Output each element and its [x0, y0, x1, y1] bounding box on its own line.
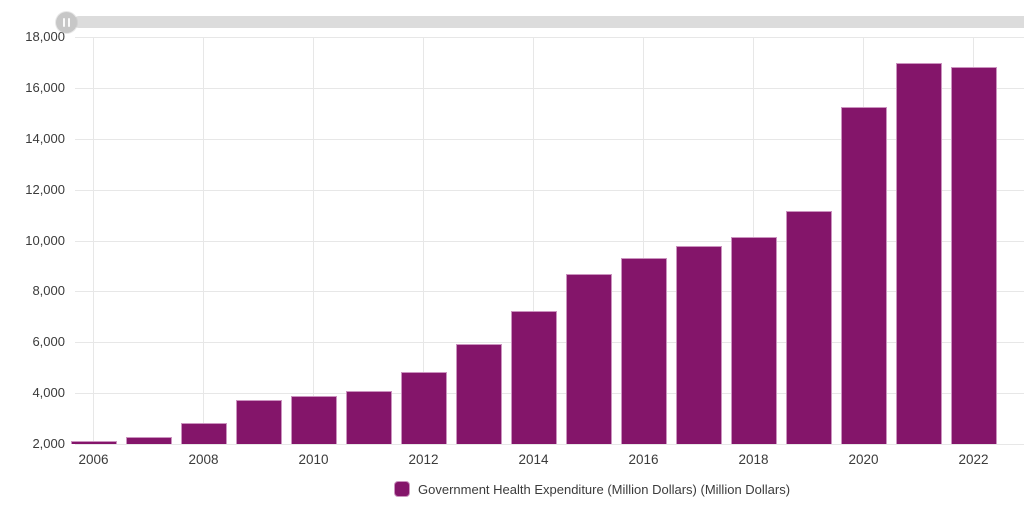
gridline-horizontal: [75, 240, 1024, 242]
gridline-horizontal: [75, 444, 1024, 445]
gridline-vertical: [203, 37, 204, 444]
legend-swatch: [394, 481, 410, 497]
y-axis-tick-label: 14,000: [25, 130, 65, 146]
bar-2014[interactable]: [510, 310, 557, 444]
bar-2016[interactable]: [620, 257, 667, 444]
scroller-handle[interactable]: [56, 12, 77, 33]
x-axis-tick-label: 2022: [958, 452, 989, 467]
bar-2010[interactable]: [290, 396, 337, 444]
gridline-horizontal: [75, 87, 1024, 89]
x-axis-tick-label: 2012: [408, 452, 439, 467]
bar-2015[interactable]: [565, 274, 612, 444]
bar-2013[interactable]: [455, 344, 502, 444]
scroller-track[interactable]: [73, 16, 1024, 28]
bar-2020[interactable]: [840, 107, 887, 444]
y-axis-tick-label: 2,000: [32, 436, 65, 451]
bar-2021[interactable]: [895, 63, 942, 444]
gridline-vertical: [643, 37, 644, 444]
y-axis-tick-label: 6,000: [32, 334, 65, 350]
gridline-horizontal: [75, 37, 1024, 38]
y-axis-tick-label: 10,000: [25, 232, 65, 248]
gridline-vertical: [423, 37, 424, 444]
y-axis-tick-label: 4,000: [32, 385, 65, 401]
bar-2012[interactable]: [400, 372, 447, 444]
x-axis-tick-label: 2018: [738, 452, 769, 467]
bar-2006[interactable]: [70, 441, 117, 444]
y-axis-tick-label: 12,000: [25, 181, 65, 197]
gridline-vertical: [533, 37, 534, 444]
y-axis-tick-label: 16,000: [25, 79, 65, 95]
grip-icon: [68, 18, 70, 27]
y-axis-tick-label: 18,000: [25, 29, 65, 44]
gridline-horizontal: [75, 189, 1024, 191]
legend-label: Government Health Expenditure (Million D…: [418, 481, 791, 497]
y-axis-tick-label: 8,000: [32, 283, 65, 299]
legend-item[interactable]: Government Health Expenditure (Million D…: [394, 481, 790, 497]
grip-icon: [63, 18, 65, 27]
bar-2009[interactable]: [235, 399, 282, 444]
x-axis-tick-label: 2006: [78, 452, 109, 467]
gridline-vertical: [313, 37, 314, 444]
bar-2007[interactable]: [125, 436, 172, 444]
gridline-horizontal: [75, 291, 1024, 293]
x-axis-tick-label: 2010: [298, 452, 329, 467]
gridline-horizontal: [75, 138, 1024, 140]
bar-2011[interactable]: [345, 390, 392, 444]
x-axis-tick-label: 2014: [518, 452, 549, 467]
x-axis-tick-label: 2016: [628, 452, 659, 467]
bar-2022[interactable]: [950, 67, 997, 444]
x-axis-tick-label: 2020: [848, 452, 879, 467]
bar-2017[interactable]: [675, 246, 722, 444]
bar-2018[interactable]: [730, 236, 777, 444]
bar-2019[interactable]: [785, 210, 832, 444]
gridline-vertical: [93, 37, 94, 444]
x-axis-tick-label: 2008: [188, 452, 219, 467]
bar-2008[interactable]: [180, 422, 227, 444]
